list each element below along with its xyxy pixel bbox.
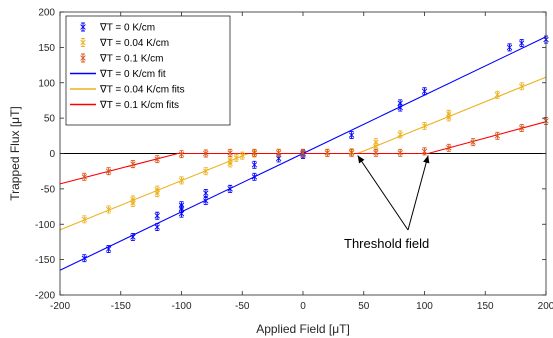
y-tick-label: -200 (35, 291, 55, 302)
legend-marker (80, 38, 86, 47)
legend-entry: ∇T = 0.1 K/cm fits (70, 100, 179, 111)
y-tick-label: 150 (38, 43, 55, 54)
data-point (324, 148, 331, 157)
annotation-arrowhead (423, 155, 430, 164)
data-point (421, 147, 428, 156)
ticks-layer: -200 -150 -100 -50 0 50 100 150 200 -200 -150 -100 -… (35, 8, 553, 313)
data-point (397, 148, 403, 157)
x-tick-label: 50 (358, 301, 370, 312)
x-tick-label: 0 (300, 301, 306, 312)
y-tick-label: 200 (38, 8, 55, 19)
data-point (421, 121, 428, 130)
data-point (227, 148, 233, 157)
data-point (251, 160, 258, 169)
data-point (446, 143, 452, 152)
y-tick-label: 0 (49, 149, 55, 160)
legend-marker (80, 53, 86, 63)
data-point (203, 149, 209, 158)
data-point (81, 172, 88, 181)
data-point (105, 167, 112, 176)
data-point (154, 223, 160, 232)
data-point (81, 254, 88, 263)
y-axis-label: Trapped Flux [μT] (8, 106, 22, 201)
data-point (518, 124, 525, 132)
annotation-layer: Threshold field (344, 155, 430, 251)
data-point (348, 148, 355, 157)
data-point (233, 153, 239, 162)
data-point (494, 90, 501, 99)
annotation-arrowhead (357, 155, 365, 164)
x-tick-label: -50 (235, 301, 250, 312)
data-point (506, 43, 513, 52)
data-point (178, 176, 185, 185)
data-point (130, 233, 136, 241)
data-point (178, 150, 185, 159)
y-tick-label: 50 (44, 114, 56, 125)
data-point (470, 138, 476, 147)
y-tick-label: -150 (35, 255, 55, 266)
data-point (130, 195, 136, 204)
legend-entry: ∇T = 0.1 K/cm (80, 53, 163, 65)
data-point (275, 154, 282, 163)
legend-entry: ∇T = 0.04 K/cm (80, 38, 169, 49)
legend: ∇T = 0 K/cm ∇T = 0.04 K/cm ∇T = 0.1 K/cm ∇T… (65, 15, 231, 126)
x-tick-label: -200 (50, 301, 70, 312)
legend-label: ∇T = 0 K/cm (99, 23, 155, 34)
data-point (275, 148, 282, 157)
legend-label: ∇T = 0 K/cm fit (99, 69, 166, 80)
legend-label: ∇T = 0.04 K/cm fits (99, 85, 185, 96)
data-point (251, 172, 258, 181)
annotation-threshold-field: Threshold field (344, 236, 429, 251)
data-point (518, 39, 525, 48)
data-point (300, 148, 306, 157)
legend-entry: ∇T = 0.04 K/cm fits (70, 85, 185, 96)
data-point (154, 185, 160, 194)
data-point (130, 160, 136, 169)
data-point (227, 184, 233, 193)
x-tick-label: 150 (477, 301, 494, 312)
x-tick-label: -150 (111, 301, 131, 312)
data-point (373, 138, 379, 147)
data-point (446, 109, 452, 118)
annotation-arrow (357, 155, 409, 231)
x-axis-label: Applied Field [μT] (256, 322, 350, 336)
data-point (154, 155, 160, 164)
data-point (239, 151, 245, 160)
legend-label: ∇T = 0.1 K/cm fits (99, 100, 179, 111)
data-point (154, 211, 160, 220)
data-point (348, 131, 355, 140)
data-point (397, 99, 403, 108)
data-point (178, 201, 185, 210)
data-point (251, 148, 258, 157)
legend-label: ∇T = 0.04 K/cm (99, 38, 169, 49)
data-point (105, 205, 112, 214)
x-tick-label: 200 (538, 301, 553, 312)
legend-entry: ∇T = 0 K/cm (80, 22, 155, 34)
x-tick-label: -100 (171, 301, 191, 312)
data-point (397, 130, 403, 139)
data-point (203, 167, 209, 176)
data-point (518, 82, 525, 91)
legend-label: ∇T = 0.1 K/cm (99, 54, 163, 65)
x-tick-label: 100 (416, 301, 433, 312)
data-point (105, 245, 112, 253)
data-point (203, 189, 209, 198)
data-point (421, 87, 428, 96)
data-point (81, 215, 88, 224)
data-point (494, 131, 501, 140)
annotation-arrow (407, 155, 429, 231)
y-tick-label: -50 (41, 184, 56, 195)
legend-marker (80, 22, 86, 32)
legend-box (65, 15, 231, 126)
data-point (373, 148, 379, 157)
legend-entry: ∇T = 0 K/cm fit (70, 69, 166, 80)
y-tick-label: -100 (35, 220, 55, 231)
y-tick-label: 100 (38, 78, 55, 89)
data-point (203, 196, 209, 205)
